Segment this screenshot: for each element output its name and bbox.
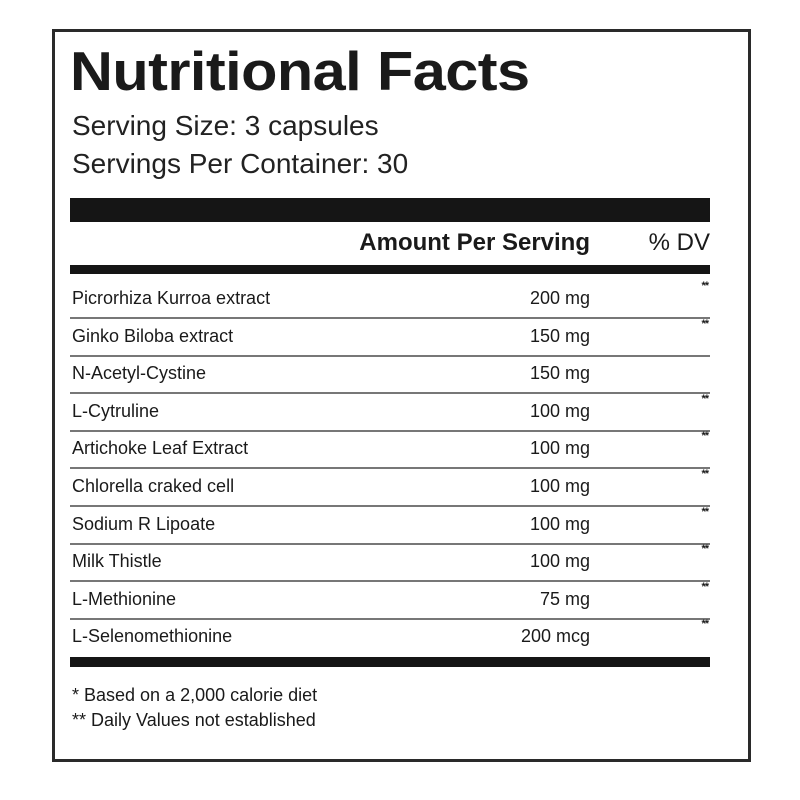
ingredient-name: Sodium R Lipoate — [72, 513, 216, 534]
ingredient-amount: 150 mg — [529, 325, 590, 346]
ingredient-dv: ** — [701, 543, 709, 556]
ingredient-row: L-Methionine 75 mg ** — [70, 581, 710, 620]
ingredient-name: Artichoke Leaf Extract — [72, 438, 249, 459]
ingredient-amount: 200 mcg — [520, 626, 590, 647]
bottom-divider-bar — [70, 657, 710, 667]
amount-header: Amount Per Serving — [359, 229, 590, 256]
label-title: Nutritional Facts — [70, 40, 530, 102]
ingredient-amount: 100 mg — [529, 438, 590, 459]
top-divider-bar — [70, 198, 710, 222]
ingredient-name: N-Acetyl-Cystine — [72, 363, 207, 384]
footnote: * Based on a 2,000 calorie diet — [72, 685, 318, 705]
ingredient-amount: 100 mg — [529, 513, 590, 534]
footnote: ** Daily Values not established — [72, 710, 316, 730]
servings-per-container: Servings Per Container: 30 — [72, 148, 409, 179]
ingredient-name: Ginko Biloba extract — [72, 325, 234, 346]
ingredient-dv: ** — [701, 317, 709, 330]
ingredient-row: Chlorella craked cell 100 mg ** — [70, 468, 710, 507]
ingredient-dv: ** — [701, 618, 709, 631]
dv-header: % DV — [648, 229, 710, 256]
ingredient-row: Picrorhiza Kurroa extract 200 mg ** — [70, 280, 710, 319]
ingredient-row: Artichoke Leaf Extract 100 mg ** — [70, 430, 710, 470]
serving-size: Serving Size: 3 capsules — [72, 110, 379, 141]
ingredient-row: Sodium R Lipoate 100 mg ** — [70, 506, 710, 545]
ingredient-dv: ** — [701, 430, 709, 443]
ingredient-row: L-Cytruline 100 mg ** — [70, 393, 710, 432]
ingredient-name: L-Methionine — [72, 588, 177, 609]
ingredient-amount: 75 mg — [539, 588, 590, 609]
ingredient-dv: ** — [701, 392, 709, 405]
ingredient-row: Ginko Biloba extract 150 mg ** — [70, 318, 710, 357]
ingredient-name: L-Selenomethionine — [72, 626, 233, 647]
ingredient-dv: ** — [701, 280, 709, 292]
ingredient-row: Milk Thistle 100 mg ** — [70, 543, 710, 583]
ingredient-amount: 200 mg — [529, 288, 590, 308]
ingredient-dv: ** — [701, 468, 709, 480]
ingredient-dv: ** — [701, 580, 709, 593]
ingredient-row: N-Acetyl-Cystine 150 mg — [70, 355, 710, 395]
ingredient-amount: 150 mg — [529, 363, 590, 384]
ingredient-name: Milk Thistle — [72, 551, 162, 572]
header-divider-bar — [70, 265, 710, 274]
ingredient-name: Picrorhiza Kurroa extract — [72, 288, 271, 308]
ingredient-amount: 100 mg — [529, 551, 590, 572]
ingredient-amount: 100 mg — [529, 400, 590, 421]
ingredient-name: Chlorella craked cell — [72, 476, 235, 496]
ingredient-name: L-Cytruline — [72, 400, 160, 421]
ingredient-amount: 100 mg — [529, 476, 590, 496]
ingredient-row: L-Selenomethionine 200 mcg ** — [70, 618, 710, 655]
label-border — [52, 29, 751, 762]
ingredient-dv: ** — [701, 505, 709, 518]
